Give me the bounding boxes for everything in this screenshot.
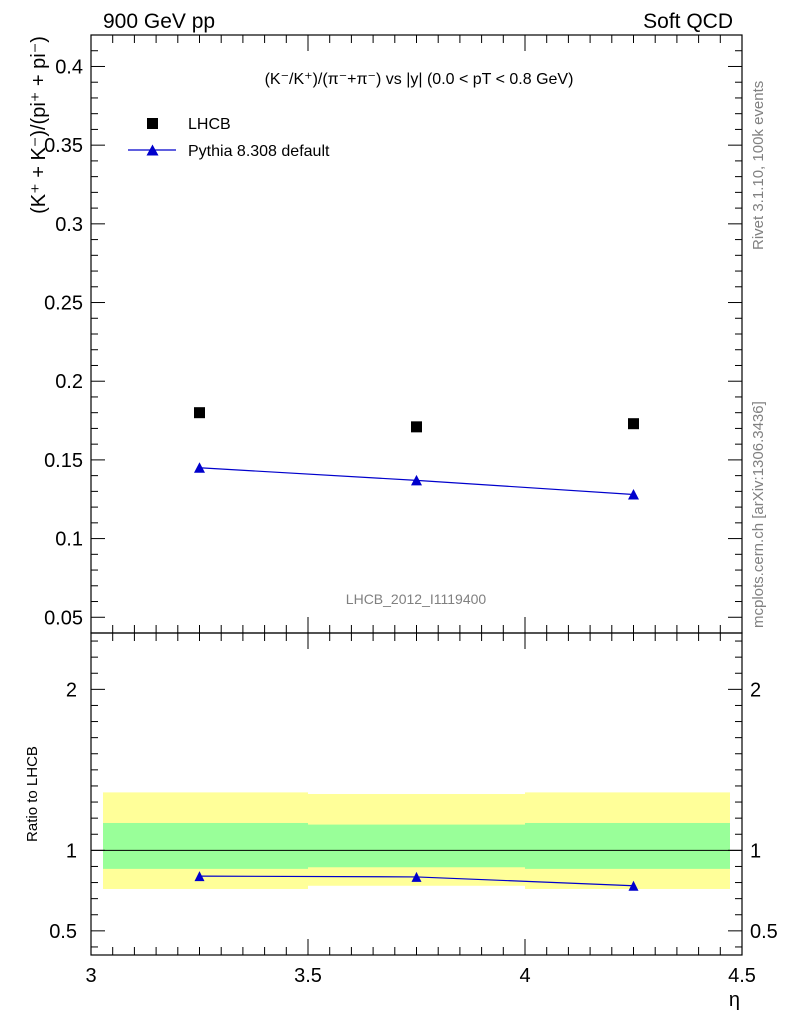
y-tick-label: 0.05 bbox=[44, 607, 83, 629]
y-tick-label: 0.35 bbox=[44, 135, 83, 157]
plot-title: (K⁻/K⁺)/(π⁻+π⁻) vs |y| (0.0 < pT < 0.8 G… bbox=[265, 71, 574, 88]
y-tick-label: 0.2 bbox=[55, 371, 83, 393]
x-tick-label: 3 bbox=[85, 965, 96, 987]
process-label: Soft QCD bbox=[643, 10, 733, 33]
y-tick-label: 0.25 bbox=[44, 293, 83, 315]
ratio-y-tick-label-right: 0.5 bbox=[750, 921, 778, 943]
energy-label: 900 GeV pp bbox=[103, 10, 215, 33]
ratio-inner-band bbox=[525, 822, 730, 869]
legend-label-pythia: Pythia 8.308 default bbox=[188, 143, 330, 160]
ratio-y-tick-label-right: 2 bbox=[750, 679, 761, 701]
lhcb-point bbox=[628, 418, 639, 430]
y-tick-label: 0.3 bbox=[55, 214, 83, 236]
ratio-y-axis-title: Ratio to LHCB bbox=[24, 746, 41, 842]
lhcb-point bbox=[411, 421, 422, 433]
pythia-point bbox=[194, 462, 205, 473]
ratio-y-tick-label-left: 2 bbox=[66, 679, 77, 701]
pythia-point bbox=[628, 489, 639, 500]
legend-marker-pythia bbox=[146, 144, 159, 156]
y-tick-label: 0.4 bbox=[55, 56, 83, 78]
ratio-inner-band bbox=[308, 824, 525, 868]
lhcb-point bbox=[194, 407, 205, 419]
x-axis-title: η bbox=[729, 989, 740, 1011]
legend-marker-lhcb bbox=[147, 118, 158, 129]
ratio-y-tick-label-left: 1 bbox=[66, 840, 77, 862]
ratio-pythia-point bbox=[411, 871, 422, 882]
ratio-pythia-point bbox=[194, 871, 205, 882]
main-y-axis-title: (K⁺ + K⁻)/(pi⁺ + pi⁻) bbox=[28, 36, 50, 214]
y-tick-label: 0.15 bbox=[44, 450, 83, 472]
x-tick-label: 3.5 bbox=[294, 965, 322, 987]
ratio-panel: 0.5 0.5 1 1 2 2 bbox=[49, 632, 778, 956]
main-panel: 0.05 0.1 0.15 0.2 0.25 0.3 0.35 0.4 (K⁻/K⁺)/(π⁻… bbox=[44, 34, 743, 634]
ratio-pythia-point bbox=[628, 880, 639, 891]
ratio-y-tick-label-right: 1 bbox=[750, 840, 761, 862]
x-tick-label: 4 bbox=[519, 965, 530, 987]
legend: LHCB Pythia 8.308 default bbox=[128, 116, 330, 160]
ratio-inner-band bbox=[103, 822, 308, 869]
pythia-point bbox=[411, 474, 422, 486]
legend-label-lhcb: LHCB bbox=[188, 116, 231, 133]
mcplots-label: mcplots.cern.ch [arXiv:1306.3436] bbox=[750, 401, 767, 628]
y-tick-label: 0.1 bbox=[55, 529, 83, 551]
ratio-y-tick-label-left: 0.5 bbox=[49, 921, 77, 943]
rivet-label: Rivet 3.1.10, 100k events bbox=[750, 81, 767, 250]
x-tick-label: 4.5 bbox=[728, 965, 756, 987]
analysis-label: LHCB_2012_I1119400 bbox=[346, 591, 487, 607]
